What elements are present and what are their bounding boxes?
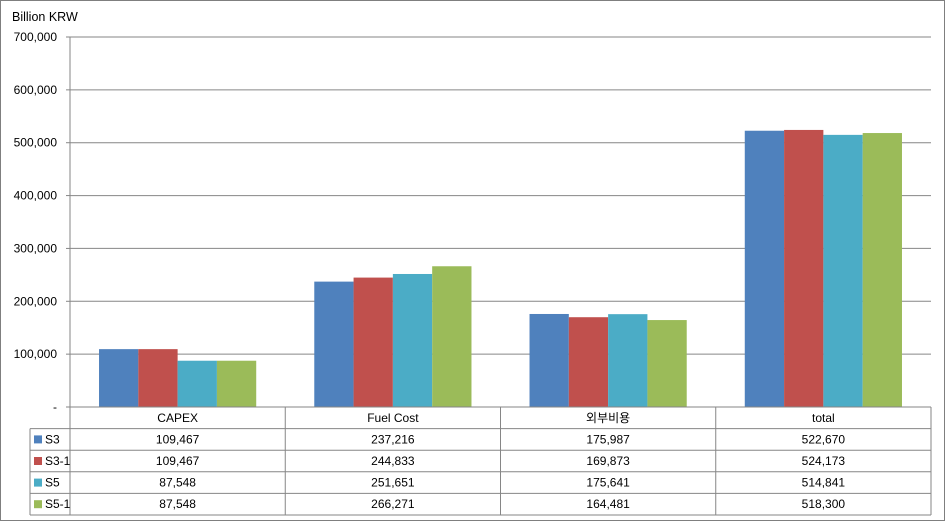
bar (138, 349, 178, 407)
y-tick-label: - (53, 400, 57, 414)
y-axis-unit-label: Billion KRW (12, 10, 78, 24)
bar (99, 349, 139, 407)
legend-series-name: S3 (45, 432, 60, 446)
legend-key (34, 500, 42, 509)
bar (784, 129, 824, 407)
y-tick-label: 500,000 (14, 136, 58, 150)
bar (568, 317, 609, 407)
bar (608, 314, 648, 407)
table-cell-value: 175,987 (586, 432, 630, 446)
table-cell-value: 514,841 (802, 476, 846, 490)
bar (529, 313, 569, 407)
table-cell-value: 237,216 (371, 432, 415, 446)
y-tick-label: 300,000 (14, 241, 58, 255)
bar (353, 277, 393, 407)
category-label: 외부비용 (586, 411, 630, 425)
y-tick-label: 200,000 (14, 294, 58, 308)
table-cell-value: 518,300 (802, 497, 846, 511)
table-cell-value: 244,833 (371, 454, 415, 468)
legend-key (34, 478, 42, 487)
bar (314, 281, 354, 407)
y-tick-label: 600,000 (14, 83, 58, 97)
legend-series-name: S5 (45, 476, 60, 490)
table-cell-value: 109,467 (156, 454, 200, 468)
legend-series-name: S5-1 (45, 497, 71, 511)
table-cell-value: 87,548 (159, 476, 196, 490)
bar (647, 320, 687, 407)
bar (177, 360, 217, 407)
legend-key (34, 435, 42, 444)
category-label: total (812, 411, 835, 425)
table-cell-value: 251,651 (371, 476, 415, 490)
legend-key (34, 457, 42, 465)
y-tick-label: 100,000 (14, 347, 58, 361)
bar (392, 273, 433, 407)
table-cell-value: 266,271 (371, 497, 415, 511)
table-cell-value: 524,173 (802, 454, 846, 468)
y-tick-label: 400,000 (14, 189, 58, 203)
category-label: Fuel Cost (367, 411, 419, 425)
table-cell-value: 87,548 (159, 497, 196, 511)
table-cell-value: 175,641 (586, 476, 630, 490)
legend-series-name: S3-1 (45, 454, 71, 468)
bar (432, 266, 472, 407)
bar (744, 130, 785, 407)
category-label: CAPEX (157, 411, 198, 425)
y-tick-label: 700,000 (14, 30, 58, 44)
bar (823, 134, 863, 407)
table-cell-value: 169,873 (586, 454, 630, 468)
table-cell-value: 164,481 (586, 497, 630, 511)
table-cell-value: 109,467 (156, 432, 200, 446)
bar (216, 360, 257, 407)
table-cell-value: 522,670 (802, 432, 846, 446)
bar (862, 133, 902, 407)
